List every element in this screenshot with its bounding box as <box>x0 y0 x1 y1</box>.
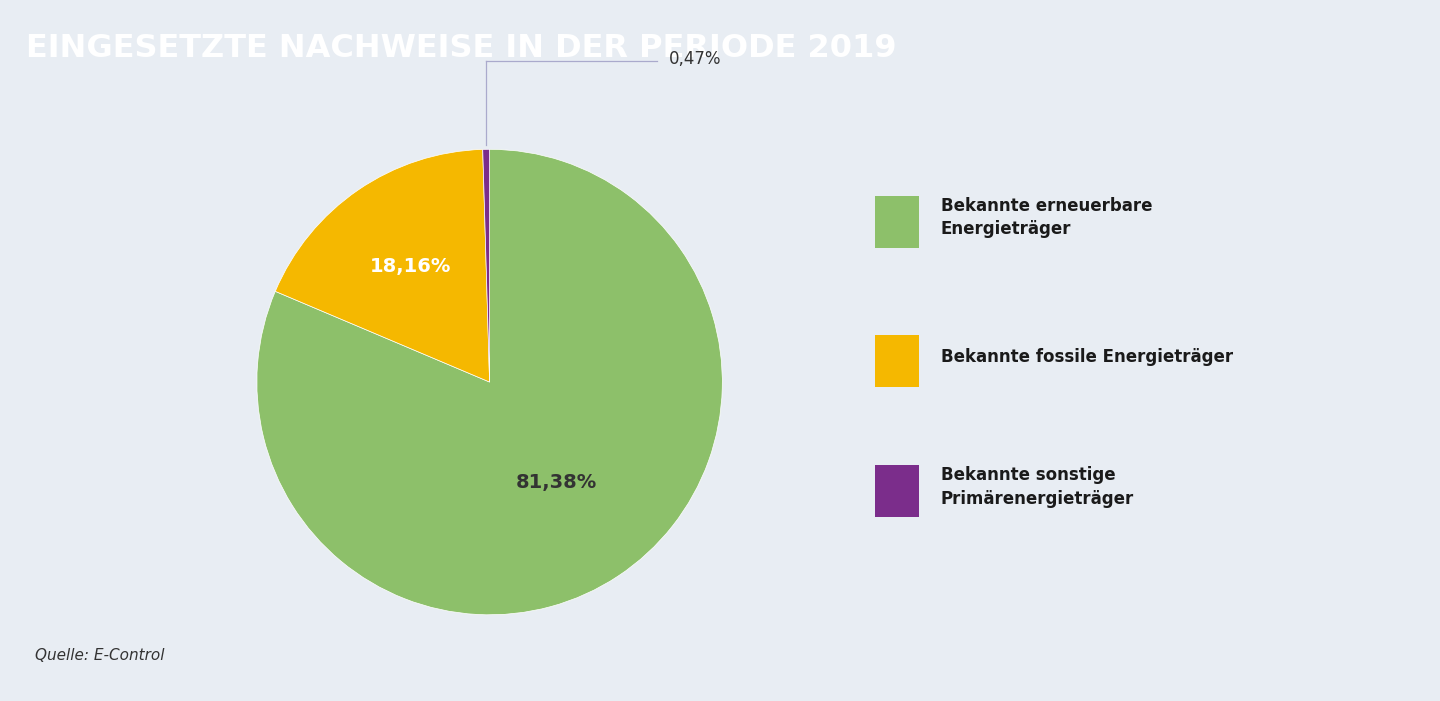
Text: Bekannte fossile Energieträger: Bekannte fossile Energieträger <box>940 348 1233 365</box>
FancyBboxPatch shape <box>876 335 919 387</box>
Text: Quelle: E-Control: Quelle: E-Control <box>35 648 164 663</box>
Text: 0,47%: 0,47% <box>668 50 721 67</box>
Text: 18,16%: 18,16% <box>370 257 452 276</box>
FancyBboxPatch shape <box>876 465 919 517</box>
Wedge shape <box>482 149 490 382</box>
FancyBboxPatch shape <box>876 196 919 248</box>
Wedge shape <box>256 149 723 615</box>
Wedge shape <box>275 149 490 382</box>
Text: Bekannte sonstige
Primärenergieträger: Bekannte sonstige Primärenergieträger <box>940 466 1133 508</box>
Text: Bekannte erneuerbare
Energieträger: Bekannte erneuerbare Energieträger <box>940 197 1152 238</box>
Text: 81,38%: 81,38% <box>516 473 598 492</box>
Text: EINGESETZTE NACHWEISE IN DER PERIODE 2019: EINGESETZTE NACHWEISE IN DER PERIODE 201… <box>26 33 897 64</box>
